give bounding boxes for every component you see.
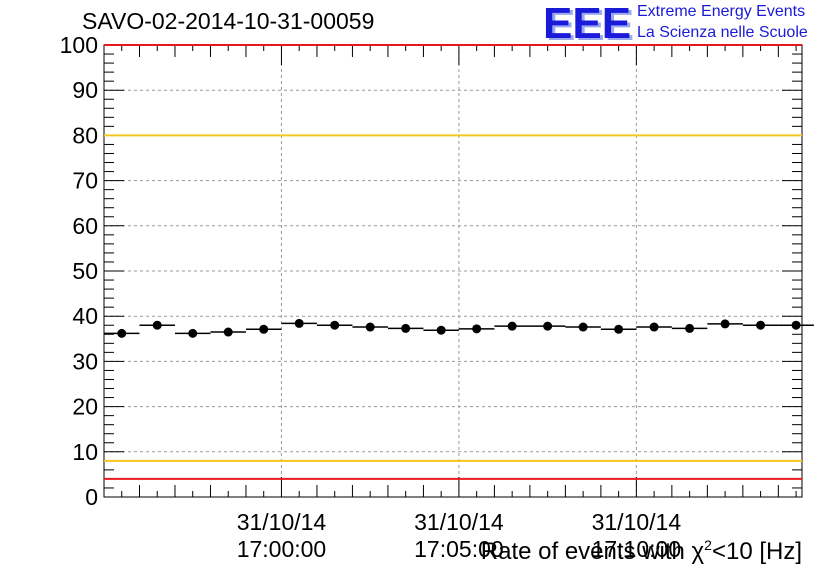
data-point: [223, 327, 233, 337]
chart-title: SAVO-02-2014-10-31-00059: [82, 8, 375, 34]
data-point: [649, 322, 659, 332]
data-point: [756, 320, 766, 330]
data-point: [365, 322, 375, 332]
data-point: [294, 318, 304, 328]
x-axis-title-sup: 2: [704, 537, 712, 553]
logo-subtitle-1: Extreme Energy Events: [637, 3, 806, 20]
data-point: [578, 322, 588, 332]
x-axis-title-suffix: <10 [Hz]: [711, 538, 802, 565]
y-tick-label: 100: [60, 32, 98, 58]
data-point: [507, 321, 517, 331]
data-point: [330, 320, 340, 330]
y-tick-label: 60: [72, 213, 98, 239]
x-axis-title: Rate of events with χ2<10 [Hz]: [481, 538, 802, 566]
data-point: [188, 328, 198, 338]
y-tick-label: 30: [72, 348, 98, 374]
y-tick-label: 40: [72, 303, 98, 329]
y-tick-label: 50: [72, 258, 98, 284]
logo-shadow-text: EEE: [546, 2, 633, 46]
data-point: [259, 324, 269, 334]
eee-logo: EEE EEE: [543, 2, 633, 46]
data-point: [720, 319, 730, 329]
x-tick-label-time: 17:00:00: [237, 536, 327, 562]
y-tick-label: 90: [72, 77, 98, 103]
data-point: [117, 328, 127, 338]
x-tick-label-date: 31/10/14: [414, 509, 504, 535]
data-point: [543, 321, 553, 331]
data-point: [791, 320, 801, 330]
y-tick-label: 20: [72, 394, 98, 420]
y-tick-label: 70: [72, 168, 98, 194]
data-point: [685, 323, 695, 333]
data-point: [436, 325, 446, 335]
y-tick-label: 80: [72, 122, 98, 148]
x-tick-label-date: 31/10/14: [237, 509, 327, 535]
logo-subtitle-2: La Scienza nelle Scuole: [637, 24, 808, 41]
x-tick-label-date: 31/10/14: [592, 509, 682, 535]
x-axis-title-prefix: Rate of events with χ: [480, 538, 705, 565]
data-point: [152, 320, 162, 330]
y-tick-label: 10: [72, 439, 98, 465]
data-point: [614, 324, 624, 334]
y-tick-label: 0: [85, 484, 98, 510]
x-tick-label-time: 17:05:00: [414, 536, 504, 562]
data-point: [472, 324, 482, 334]
logo-text: EEE: [543, 2, 631, 46]
x-tick-label-time: 17:10:00: [592, 536, 682, 562]
data-point: [401, 323, 411, 333]
